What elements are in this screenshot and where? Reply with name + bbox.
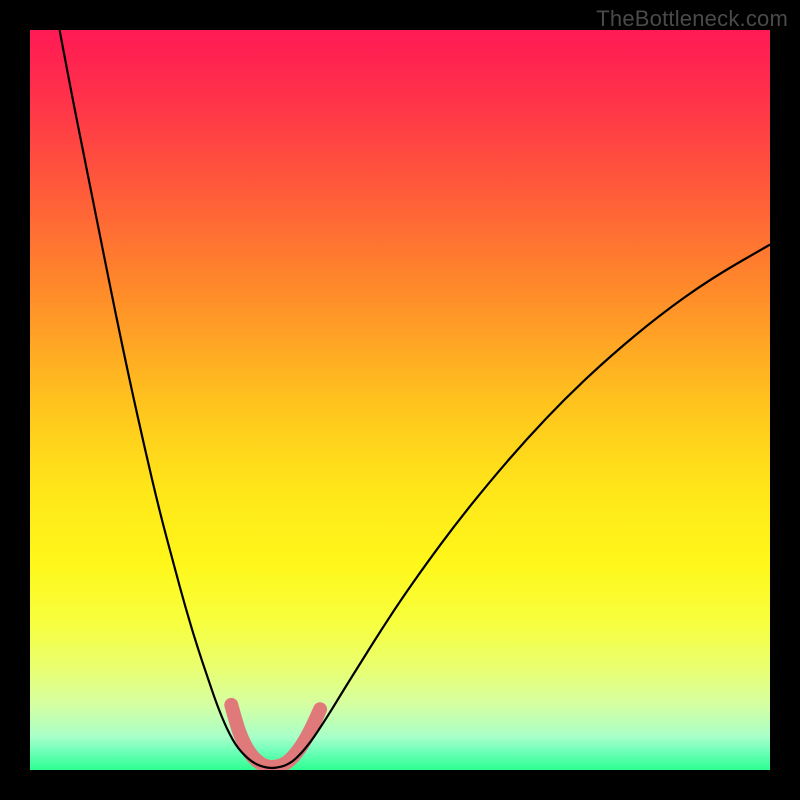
watermark-label: TheBottleneck.com — [596, 6, 788, 32]
bottleneck-curve-chart — [30, 30, 770, 770]
chart-plot-area — [30, 30, 770, 770]
highlight-dot — [314, 703, 327, 716]
gradient-background — [30, 30, 770, 770]
highlight-dot — [225, 698, 238, 711]
highlight-dot — [308, 716, 321, 729]
highlight-dot — [230, 718, 243, 731]
